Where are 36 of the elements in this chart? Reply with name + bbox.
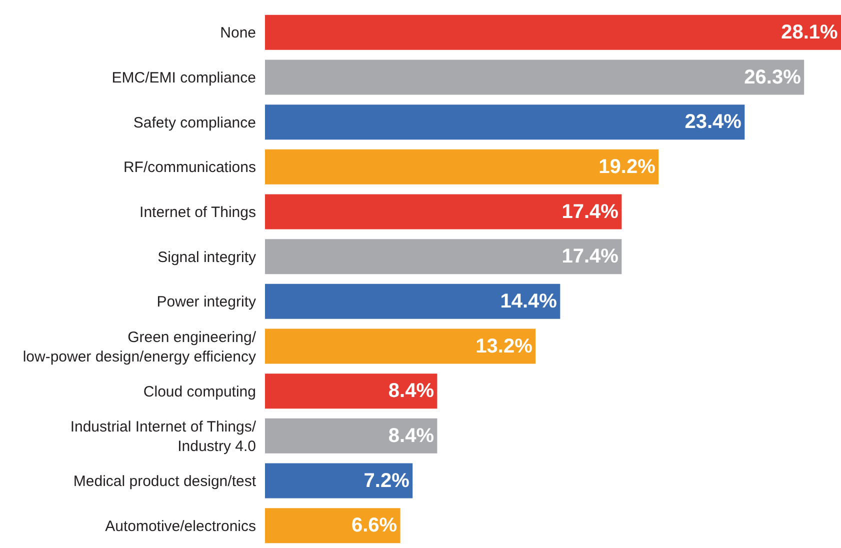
data-label: 17.4% <box>562 200 619 223</box>
data-label: 8.4% <box>388 380 434 402</box>
data-label: 17.4% <box>562 246 619 268</box>
y-tick-label: Internet of Things <box>140 204 256 221</box>
bar <box>265 239 622 274</box>
bar <box>265 149 659 184</box>
y-tick-label: Green engineering/ low-power design/energy efficiency <box>22 328 257 366</box>
y-tick-label: Power integrity <box>156 294 256 311</box>
bar <box>265 104 745 140</box>
data-label: 26.3% <box>744 66 802 88</box>
y-tick-label: Medical product design/test <box>73 473 257 490</box>
bar <box>265 418 438 454</box>
bar <box>265 284 560 319</box>
bar <box>265 194 622 230</box>
y-tick-label: None <box>220 24 256 42</box>
y-tick-label: RF/communications <box>123 159 256 176</box>
data-label: 8.4% <box>388 424 434 447</box>
data-label: 28.1% <box>781 21 838 44</box>
data-label: 13.2% <box>476 335 533 358</box>
y-tick-label: Cloud computing <box>143 383 256 400</box>
bar <box>265 60 804 95</box>
data-label: 6.6% <box>351 514 398 537</box>
data-label: 23.4% <box>684 111 742 134</box>
bar <box>265 463 413 498</box>
data-label: 7.2% <box>364 470 410 492</box>
bar <box>265 374 438 409</box>
y-tick-label: Safety compliance <box>133 114 256 132</box>
y-tick-label: Signal integrity <box>158 248 256 266</box>
bar <box>265 328 536 364</box>
y-tick-label: EMC/EMI compliance <box>112 70 256 86</box>
y-tick-label: Automotive/electronics <box>105 518 256 535</box>
data-label: 19.2% <box>598 156 656 178</box>
data-label: 14.4% <box>500 290 558 312</box>
bar <box>265 14 841 50</box>
y-tick-label: Industrial Internet of Things/ Industry 4.0 <box>70 418 257 455</box>
bar <box>265 508 400 544</box>
